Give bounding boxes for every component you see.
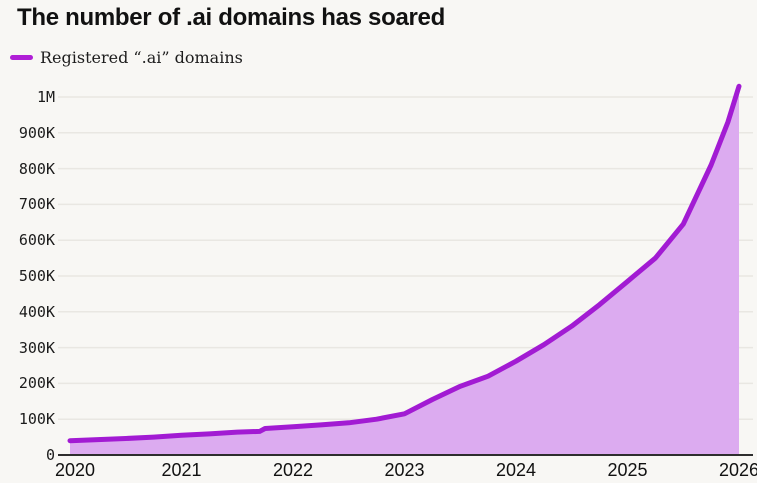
legend-line-swatch-icon [10, 55, 33, 60]
y-tick-label: 900K [18, 123, 55, 142]
x-tick-label: 2025 [607, 460, 648, 480]
y-tick-label: 1M [36, 88, 55, 106]
y-tick-label: 400K [18, 302, 55, 321]
x-tick-label: 2020 [54, 460, 96, 480]
y-tick-label: 0 [45, 446, 55, 464]
x-tick-label: 2022 [272, 460, 314, 480]
chart-title: The number of .ai domains has soared [17, 4, 445, 31]
y-tick-label: 100K [18, 410, 55, 429]
x-tick-label: 2024 [495, 460, 537, 480]
y-tick-label: 800K [18, 159, 55, 178]
y-tick-label: 700K [18, 195, 55, 214]
y-tick-label: 200K [18, 374, 55, 393]
y-tick-label: 500K [18, 267, 55, 285]
y-tick-label: 300K [18, 338, 55, 357]
x-tick-label: 2026 [718, 460, 757, 480]
legend: Registered “.ai” domains [10, 48, 243, 67]
area-fill [70, 86, 739, 456]
y-tick-label: 600K [18, 231, 55, 250]
x-tick-label: 2021 [161, 460, 202, 480]
x-tick-label: 2023 [384, 460, 425, 480]
data-line [67, 83, 742, 444]
legend-label: Registered “.ai” domains [40, 48, 243, 67]
